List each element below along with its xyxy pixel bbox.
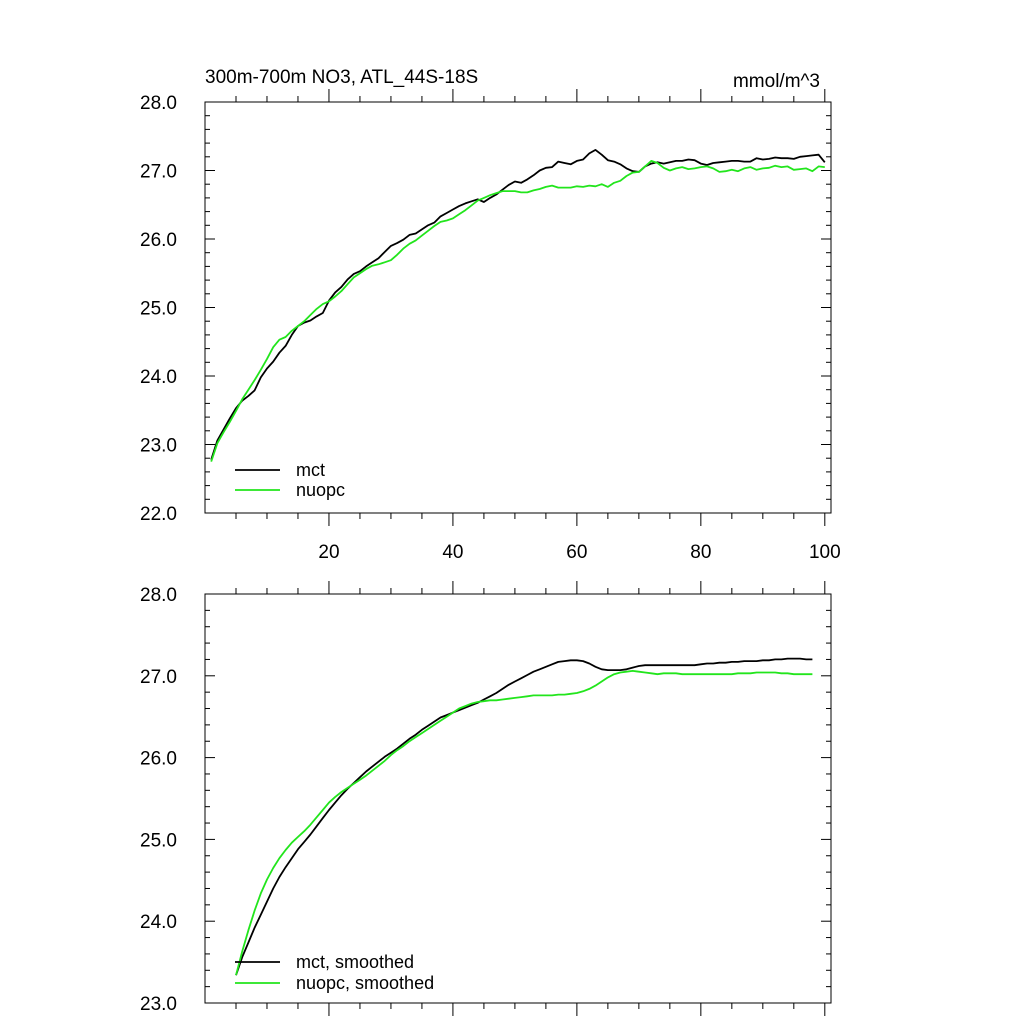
legend-label-nuopc: nuopc, smoothed: [296, 973, 434, 993]
series-line-nuopc: [235, 670, 813, 976]
x-tick-label: 60: [566, 542, 587, 563]
y-tick-label: 27.0: [140, 162, 177, 183]
series-line-mct: [235, 657, 813, 976]
y-tick-label: 26.0: [140, 230, 177, 251]
legend-label-nuopc: nuopc: [296, 480, 345, 500]
series-line-mct: [210, 148, 826, 460]
top-chart-panel: 300m-700m NO3, ATL_44S-18S mmol/m^3 22.0…: [140, 67, 841, 563]
y-tick-label: 27.0: [140, 667, 177, 688]
y-tick-label: 25.0: [140, 830, 177, 851]
y-tick-label: 22.0: [140, 504, 177, 525]
x-tick-label: 40: [442, 542, 463, 563]
x-tick-label: 80: [690, 542, 711, 563]
plot-frame: [204, 101, 832, 514]
y-tick-label: 23.0: [140, 994, 177, 1015]
x-tick-label: 20: [318, 542, 339, 563]
y-tick-label: 25.0: [140, 299, 177, 320]
y-tick-label: 24.0: [140, 367, 177, 388]
x-tick-label: 100: [809, 542, 841, 563]
y-tick-label: 28.0: [140, 93, 177, 114]
top-chart-title: 300m-700m NO3, ATL_44S-18S: [205, 67, 478, 88]
top-chart-units-label: mmol/m^3: [733, 71, 820, 92]
bottom-chart-panel: 23.0 24.0 25.0 26.0 27.0 28.0 mct, smoothednuo…: [140, 581, 832, 1016]
y-tick-label: 26.0: [140, 749, 177, 770]
y-tick-label: 28.0: [140, 585, 177, 606]
y-tick-label: 23.0: [140, 436, 177, 457]
y-tick-label: 24.0: [140, 912, 177, 933]
legend-label-mct: mct: [296, 460, 325, 480]
plot-frame: [204, 593, 832, 1004]
series-line-nuopc: [210, 159, 825, 462]
legend-label-mct: mct, smoothed: [296, 952, 414, 972]
